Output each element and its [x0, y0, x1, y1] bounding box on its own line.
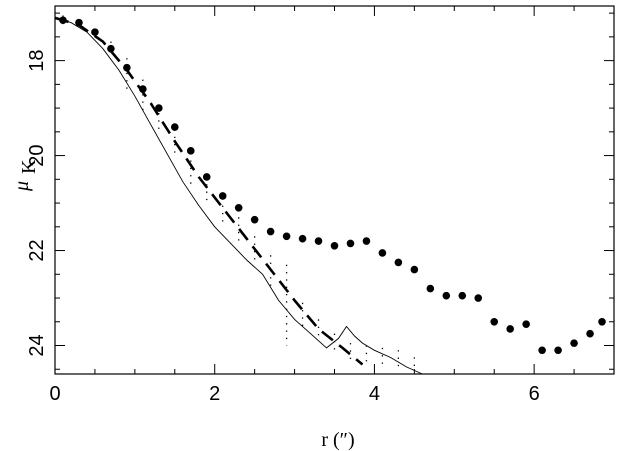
y-axis-label-sub: K: [18, 159, 40, 174]
data-point: [250, 215, 259, 224]
data-point: [155, 104, 163, 112]
data-point: [570, 339, 578, 347]
data-point: [330, 241, 339, 250]
x-tick-label: 4: [369, 383, 380, 405]
data-point: [474, 294, 483, 302]
data-point: [394, 258, 403, 267]
data-point: [170, 123, 179, 131]
data-point: [458, 291, 467, 300]
data-point: [410, 265, 419, 274]
data-point: [586, 329, 594, 338]
data-point: [598, 317, 606, 326]
x-tick-label: 0: [49, 383, 60, 405]
data-point: [282, 232, 291, 241]
y-tick-label: 22: [26, 239, 48, 261]
data-point: [266, 227, 275, 236]
data-point: [234, 204, 243, 212]
y-tick-label: 18: [26, 49, 48, 71]
data-point: [490, 317, 499, 326]
y-tick-label: 20: [26, 144, 48, 166]
data-point: [186, 147, 195, 155]
y-tick-label: 24: [26, 334, 48, 356]
data-point: [554, 346, 562, 355]
data-point: [346, 239, 355, 248]
data-point: [378, 249, 387, 257]
data-point: [298, 234, 307, 243]
thin-model-line: [54, 17, 423, 375]
plot-frame: [54, 5, 615, 375]
data-point: [362, 237, 371, 245]
dashed-model-line: [54, 16, 364, 366]
data-point: [218, 192, 227, 200]
data-point: [91, 28, 99, 36]
plot-area: [54, 15, 606, 375]
x-tick-label: 2: [209, 383, 220, 405]
data-point: [442, 291, 451, 300]
data-point: [506, 325, 514, 333]
data-point: [426, 284, 435, 293]
y-axis-label-main: μ: [11, 181, 33, 192]
x-axis-label: r (″): [321, 429, 354, 451]
x-tick-label: 6: [529, 383, 540, 405]
y-axis-label: μ K: [11, 159, 40, 192]
data-point: [538, 346, 546, 355]
data-point: [522, 320, 530, 328]
data-point: [107, 44, 115, 53]
data-point: [314, 237, 323, 245]
